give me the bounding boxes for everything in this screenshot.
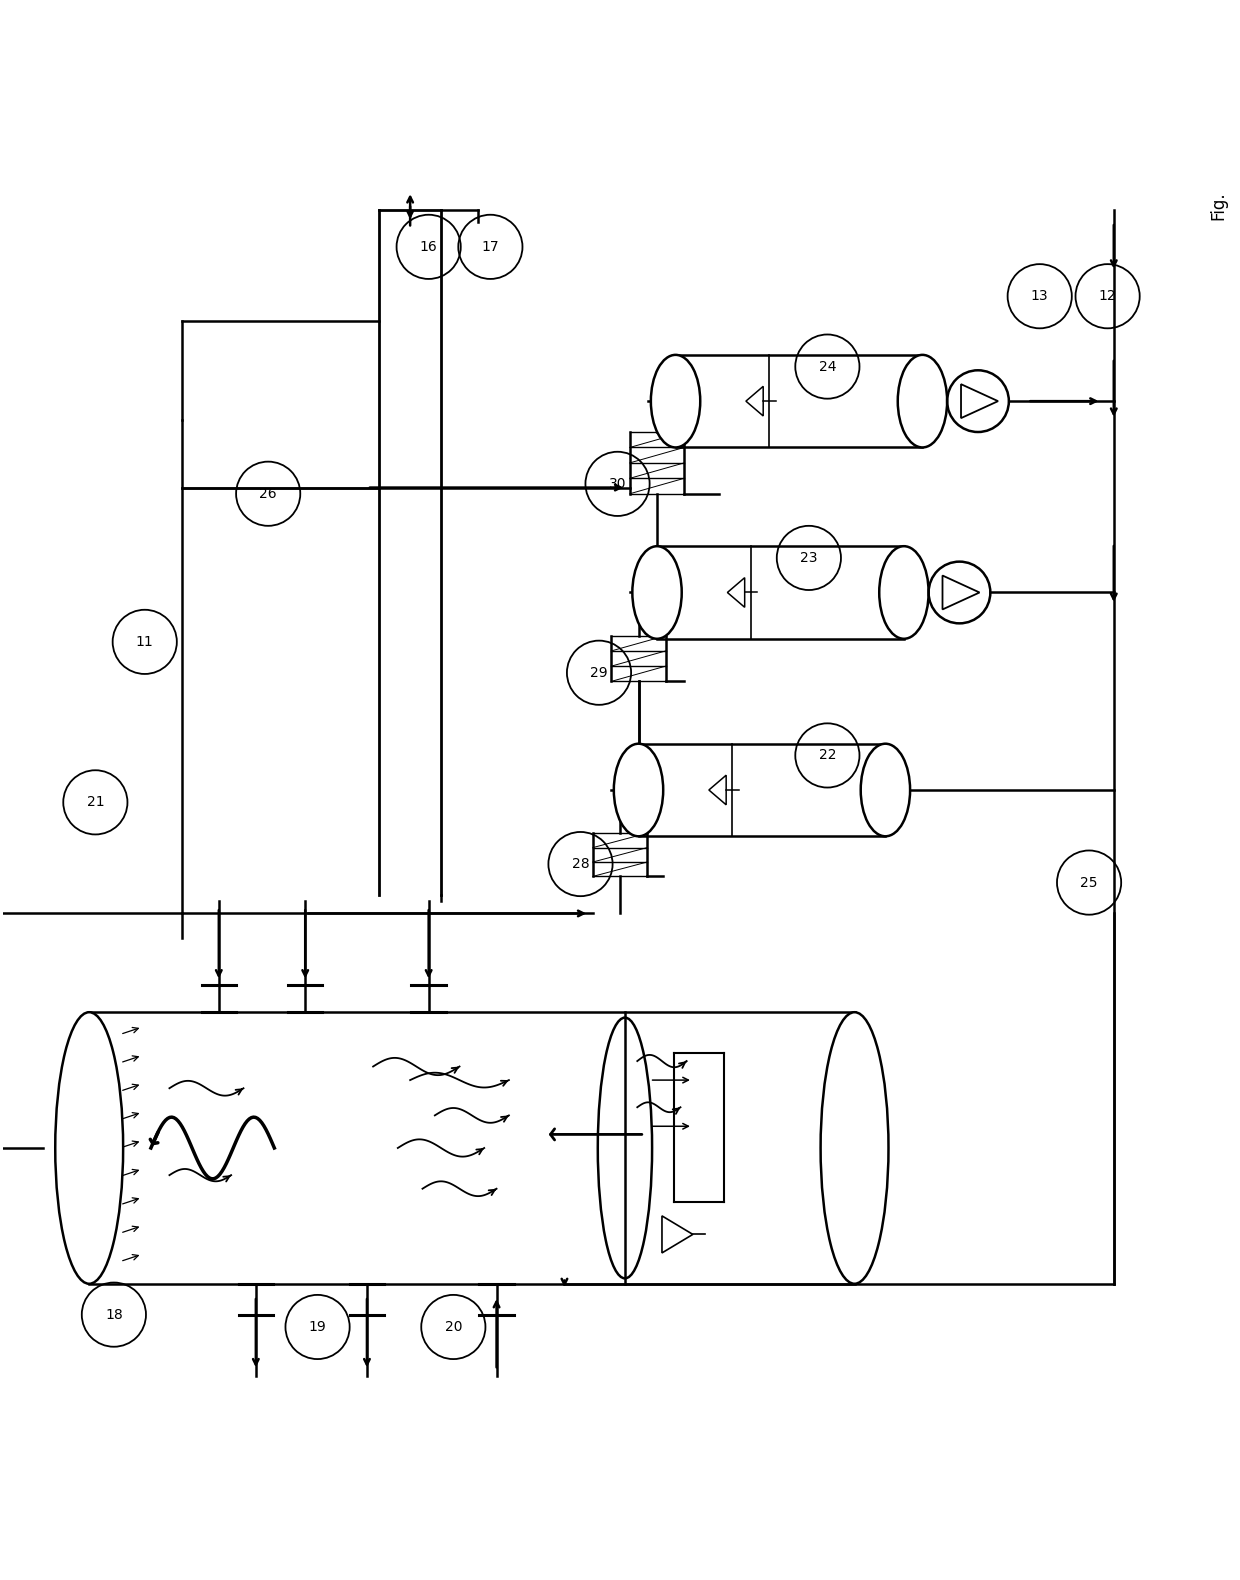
Ellipse shape bbox=[598, 1018, 652, 1278]
Text: 13: 13 bbox=[1030, 289, 1049, 303]
Ellipse shape bbox=[651, 356, 701, 447]
Text: 24: 24 bbox=[818, 360, 836, 373]
Text: 26: 26 bbox=[259, 487, 277, 501]
Text: 23: 23 bbox=[800, 551, 817, 566]
Text: 17: 17 bbox=[481, 240, 500, 254]
Text: 19: 19 bbox=[309, 1319, 326, 1334]
Text: Fig.: Fig. bbox=[1210, 191, 1228, 220]
Text: 11: 11 bbox=[136, 635, 154, 649]
Ellipse shape bbox=[821, 1013, 889, 1285]
Ellipse shape bbox=[861, 744, 910, 836]
Text: 30: 30 bbox=[609, 477, 626, 491]
Bar bbox=[89, 1013, 854, 1285]
Ellipse shape bbox=[632, 547, 682, 638]
Text: 16: 16 bbox=[420, 240, 438, 254]
Text: 22: 22 bbox=[818, 749, 836, 763]
Ellipse shape bbox=[879, 547, 929, 638]
Ellipse shape bbox=[614, 744, 663, 836]
Bar bbox=[657, 547, 904, 638]
Text: 18: 18 bbox=[105, 1308, 123, 1321]
Text: 20: 20 bbox=[445, 1319, 463, 1334]
Text: 21: 21 bbox=[87, 795, 104, 809]
Text: 25: 25 bbox=[1080, 875, 1097, 890]
Bar bbox=[676, 356, 923, 447]
Ellipse shape bbox=[56, 1013, 123, 1285]
Text: 29: 29 bbox=[590, 665, 608, 679]
Text: 12: 12 bbox=[1099, 289, 1116, 303]
Text: 28: 28 bbox=[572, 856, 589, 871]
Ellipse shape bbox=[898, 356, 947, 447]
Bar bbox=[639, 744, 885, 836]
